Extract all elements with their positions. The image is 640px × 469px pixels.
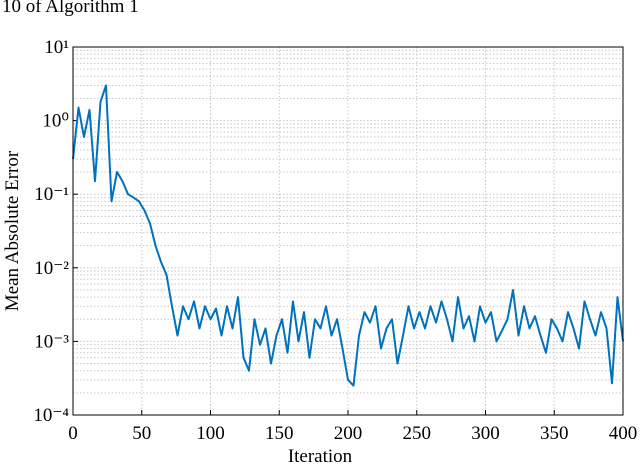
y-tick-label: 10⁻³	[34, 331, 69, 352]
x-tick-label: 300	[471, 423, 500, 444]
x-tick-label: 50	[132, 423, 151, 444]
y-axis-label: Mean Absolute Error	[2, 150, 23, 311]
y-tick-label: 10⁻¹	[34, 184, 69, 205]
y-tick-label: 10⁻⁴	[33, 405, 69, 426]
y-tick-label: 10¹	[44, 37, 69, 58]
x-tick-label: 100	[196, 423, 225, 444]
chart-title: 10 of Algorithm 1	[2, 0, 139, 17]
x-tick-label: 350	[540, 423, 569, 444]
x-tick-label: 400	[609, 423, 638, 444]
x-tick-label: 250	[403, 423, 432, 444]
y-tick-label: 10⁰	[42, 111, 69, 132]
data-line	[72, 84, 624, 387]
x-tick-label: 200	[334, 423, 363, 444]
plot-frame	[72, 46, 624, 416]
y-tick-label: 10⁻²	[34, 258, 69, 279]
x-tick-label: 0	[68, 423, 78, 444]
x-tick-label: 150	[265, 423, 294, 444]
x-axis-label: Iteration	[288, 446, 353, 467]
